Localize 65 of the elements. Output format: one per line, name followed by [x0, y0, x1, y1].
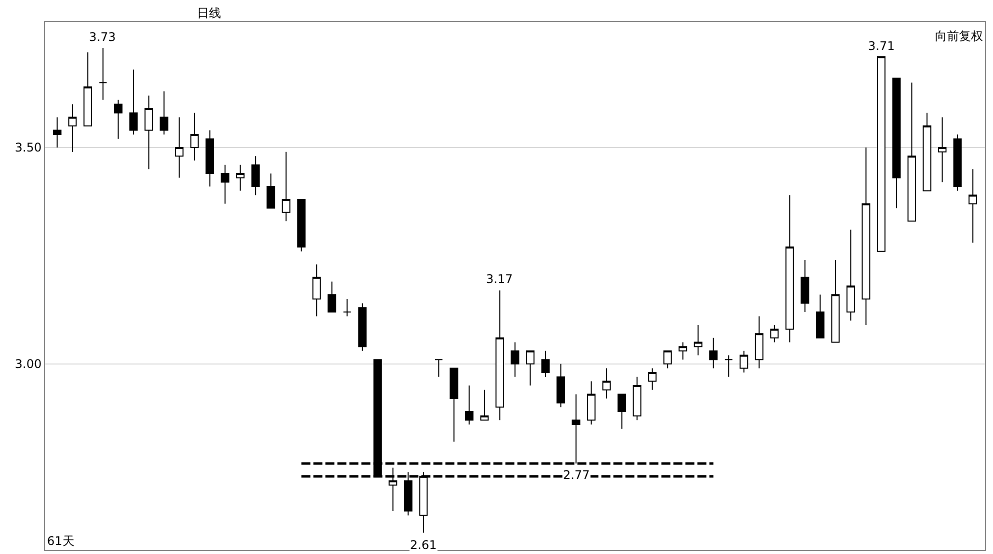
annotation: 3.73: [89, 30, 116, 44]
candlestick: [358, 302, 367, 352]
candlestick: [877, 56, 886, 252]
candlestick: [922, 112, 932, 192]
candlestick: [632, 376, 642, 421]
candlestick: [816, 294, 824, 338]
candlestick: [694, 324, 702, 356]
candlestick: [83, 52, 92, 126]
candlestick: [160, 90, 168, 136]
candlestick: [709, 337, 718, 369]
candlestick: [785, 194, 794, 343]
candlestick: [740, 350, 748, 374]
candlestick: [129, 69, 138, 136]
candlestick: [663, 350, 672, 369]
candlestick: [526, 350, 534, 386]
candlestick: [328, 281, 336, 312]
candlestick: [190, 112, 199, 161]
candlestick: [908, 82, 916, 222]
candlestick: [251, 156, 260, 196]
candlestick: [754, 316, 764, 369]
annotation: 61天: [47, 534, 74, 548]
candlestick: [206, 130, 214, 187]
candlestick: [953, 134, 962, 192]
candlestick: [831, 260, 840, 343]
candlestick: [68, 104, 77, 152]
candlestick: [678, 342, 688, 360]
annotation: 3.71: [868, 39, 895, 53]
candlestick: [464, 385, 474, 425]
candlestick: [602, 368, 611, 400]
candlestick: [220, 164, 230, 204]
y-tick-label: 3.50: [14, 140, 42, 155]
candlestick: [175, 116, 184, 178]
text: 日线: [197, 6, 221, 20]
candlestick: [297, 198, 306, 252]
candlestick: [968, 168, 978, 244]
candlestick: [312, 264, 321, 317]
candlestick: [114, 99, 122, 140]
annotation: 向前复权: [935, 29, 983, 43]
candlestick: [98, 47, 108, 100]
candlestick: [648, 368, 657, 390]
candlestick: [52, 116, 62, 148]
candlestick: [541, 350, 550, 378]
candlestick: [450, 368, 458, 442]
candlestick: [236, 164, 245, 192]
candlestick: [556, 363, 566, 408]
candlestick: [846, 229, 855, 322]
y-tick-label: 3.00: [14, 357, 42, 372]
candlestick: [282, 151, 290, 222]
candlestick: [144, 95, 153, 170]
candlestick: [770, 324, 779, 343]
annotation: 2.61: [410, 538, 437, 552]
candlestick: [434, 359, 443, 378]
candlestick: [342, 298, 352, 317]
candlestick: [938, 116, 947, 183]
candlestick: [480, 389, 489, 421]
candlestick: [496, 290, 504, 421]
candlestick: [800, 260, 810, 312]
candlestick: [618, 394, 626, 430]
candlestick: [724, 354, 733, 378]
candlestick: [266, 172, 276, 209]
candlestick: [862, 147, 870, 326]
candlestick: [892, 78, 901, 209]
candlestick: [587, 380, 596, 425]
annotation: 3.17: [486, 272, 513, 286]
candlestick: [510, 342, 520, 378]
